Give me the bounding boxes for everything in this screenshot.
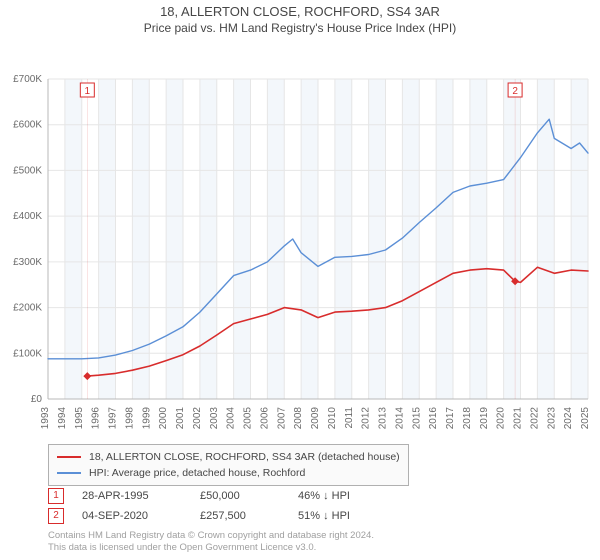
svg-text:2004: 2004 bbox=[226, 407, 237, 430]
svg-text:£100K: £100K bbox=[13, 348, 42, 359]
svg-text:1994: 1994 bbox=[57, 407, 68, 430]
svg-text:2009: 2009 bbox=[310, 407, 321, 430]
datapoint-price: £50,000 bbox=[200, 490, 280, 502]
svg-text:2010: 2010 bbox=[327, 407, 338, 430]
datapoint-delta: 46% ↓ HPI bbox=[298, 490, 350, 502]
datapoint-marker: 1 bbox=[48, 488, 64, 504]
svg-text:£300K: £300K bbox=[13, 257, 42, 268]
legend-label: HPI: Average price, detached house, Roch… bbox=[89, 465, 305, 481]
legend-row: HPI: Average price, detached house, Roch… bbox=[57, 465, 400, 481]
svg-text:2018: 2018 bbox=[462, 407, 473, 430]
svg-text:2019: 2019 bbox=[479, 407, 490, 430]
svg-text:2014: 2014 bbox=[394, 407, 405, 430]
svg-text:2013: 2013 bbox=[378, 407, 389, 430]
datapoint-delta: 51% ↓ HPI bbox=[298, 510, 350, 522]
svg-text:£600K: £600K bbox=[13, 120, 42, 131]
svg-text:2015: 2015 bbox=[411, 407, 422, 430]
svg-text:2008: 2008 bbox=[293, 407, 304, 430]
svg-text:2022: 2022 bbox=[529, 407, 540, 430]
svg-text:1997: 1997 bbox=[108, 407, 119, 430]
svg-text:2001: 2001 bbox=[175, 407, 186, 430]
svg-text:2023: 2023 bbox=[546, 407, 557, 430]
svg-text:2011: 2011 bbox=[344, 407, 355, 429]
svg-text:£200K: £200K bbox=[13, 303, 42, 314]
svg-text:2002: 2002 bbox=[192, 407, 203, 430]
svg-text:2: 2 bbox=[512, 86, 518, 97]
price-chart: £0 £100K £200K £300K £400K £500K £600K £700K 199… bbox=[0, 35, 600, 435]
legend-row: 18, ALLERTON CLOSE, ROCHFORD, SS4 3AR (d… bbox=[57, 449, 400, 465]
svg-text:£500K: £500K bbox=[13, 165, 42, 176]
svg-text:£400K: £400K bbox=[13, 211, 42, 222]
page-subtitle: Price paid vs. HM Land Registry's House … bbox=[0, 19, 600, 35]
datapoint-marker: 2 bbox=[48, 508, 64, 524]
svg-text:2012: 2012 bbox=[361, 407, 372, 430]
datapoint-price: £257,500 bbox=[200, 510, 280, 522]
datapoint-date: 04-SEP-2020 bbox=[82, 510, 182, 522]
svg-text:2016: 2016 bbox=[428, 407, 439, 430]
svg-text:1999: 1999 bbox=[141, 407, 152, 430]
datapoint-row: 2 04-SEP-2020 £257,500 51% ↓ HPI bbox=[48, 506, 350, 526]
attribution-line: Contains HM Land Registry data © Crown c… bbox=[48, 530, 568, 542]
datapoint-date: 28-APR-1995 bbox=[82, 490, 182, 502]
datapoint-row: 1 28-APR-1995 £50,000 46% ↓ HPI bbox=[48, 486, 350, 506]
svg-text:1: 1 bbox=[85, 86, 91, 97]
svg-text:2003: 2003 bbox=[209, 407, 220, 430]
svg-text:1996: 1996 bbox=[91, 407, 102, 430]
legend-label: 18, ALLERTON CLOSE, ROCHFORD, SS4 3AR (d… bbox=[89, 449, 400, 465]
svg-text:2021: 2021 bbox=[513, 407, 524, 430]
svg-text:£700K: £700K bbox=[13, 74, 42, 85]
svg-text:2020: 2020 bbox=[496, 407, 507, 430]
page-title: 18, ALLERTON CLOSE, ROCHFORD, SS4 3AR bbox=[0, 0, 600, 19]
svg-text:2005: 2005 bbox=[243, 407, 254, 430]
svg-text:1993: 1993 bbox=[40, 407, 51, 430]
legend: 18, ALLERTON CLOSE, ROCHFORD, SS4 3AR (d… bbox=[48, 444, 568, 486]
attribution: Contains HM Land Registry data © Crown c… bbox=[48, 530, 568, 554]
svg-text:2007: 2007 bbox=[276, 407, 287, 430]
svg-text:1998: 1998 bbox=[124, 407, 135, 430]
legend-swatch bbox=[57, 456, 81, 458]
svg-text:2000: 2000 bbox=[158, 407, 169, 430]
svg-text:2017: 2017 bbox=[445, 407, 456, 430]
svg-text:1995: 1995 bbox=[74, 407, 85, 430]
svg-text:2024: 2024 bbox=[563, 407, 574, 430]
datapoint-table: 1 28-APR-1995 £50,000 46% ↓ HPI 2 04-SEP-2020… bbox=[48, 486, 350, 526]
svg-text:2006: 2006 bbox=[259, 407, 270, 430]
attribution-line: This data is licensed under the Open Gov… bbox=[48, 542, 568, 554]
svg-text:2025: 2025 bbox=[580, 407, 591, 430]
svg-text:£0: £0 bbox=[31, 394, 43, 405]
legend-swatch bbox=[57, 472, 81, 474]
